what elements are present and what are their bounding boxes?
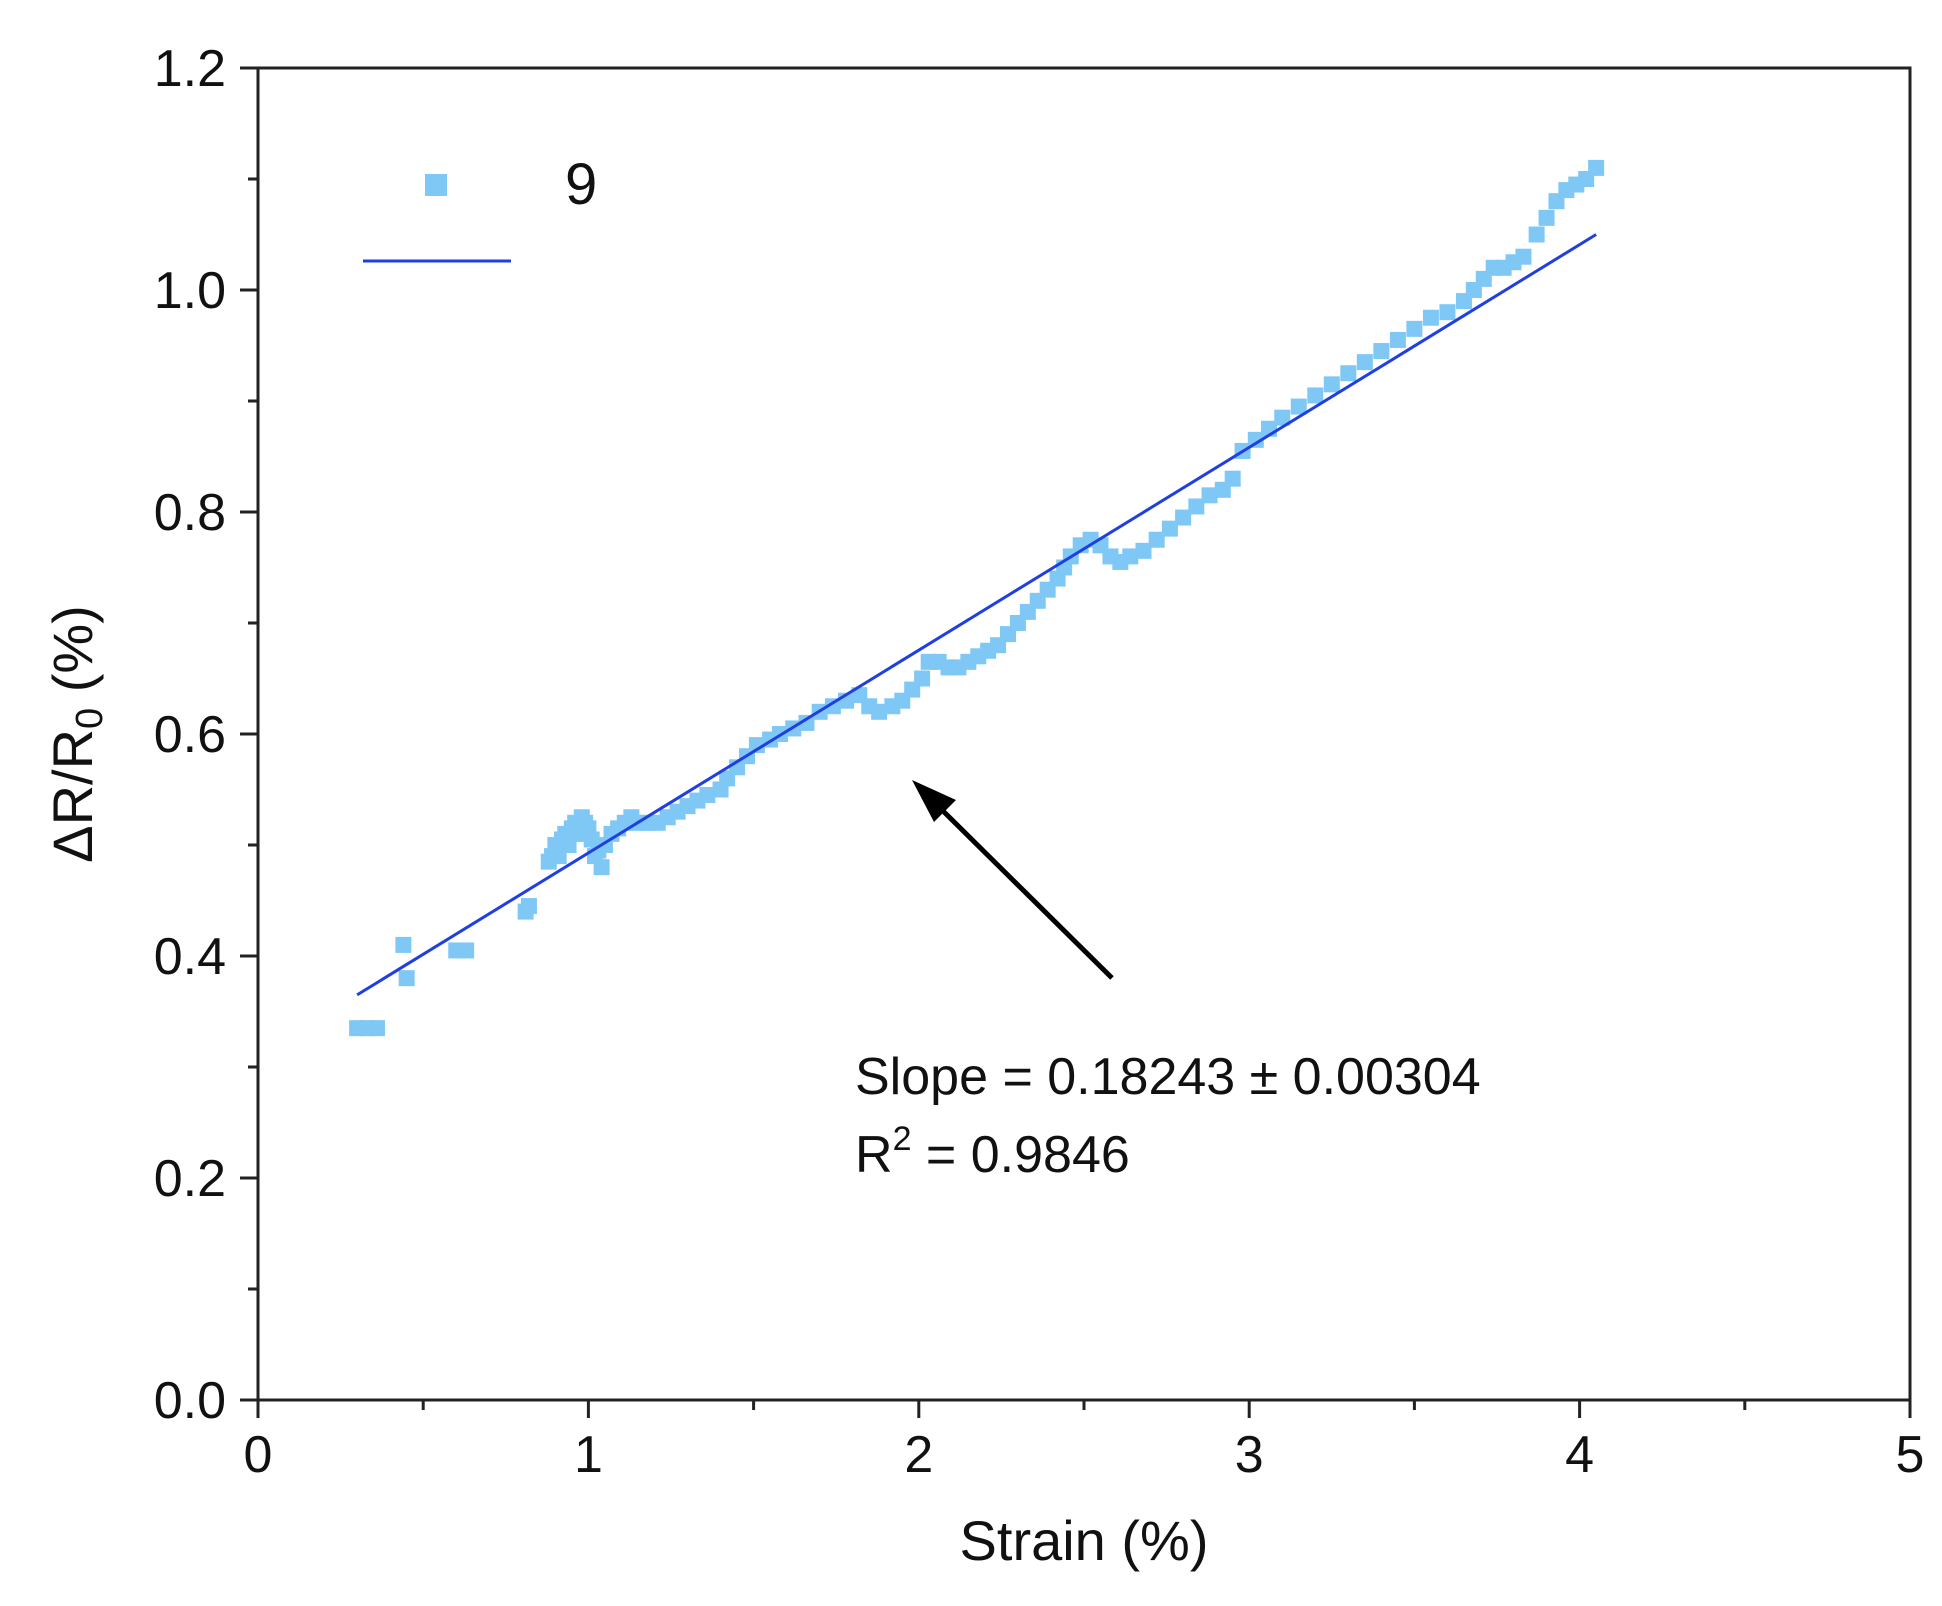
r-squared-main: R: [855, 1126, 893, 1184]
y-tick-label: 0.0: [154, 1372, 226, 1430]
data-point: [1528, 226, 1545, 243]
data-point: [1161, 520, 1178, 537]
data-point: [798, 714, 815, 731]
data-point: [368, 1020, 385, 1037]
x-tick-label: 5: [1896, 1426, 1925, 1484]
data-point: [1188, 498, 1205, 515]
x-tick-label: 1: [574, 1426, 603, 1484]
data-point: [1323, 376, 1340, 393]
data-point: [1224, 470, 1241, 487]
data-point: [1175, 509, 1192, 526]
data-point: [699, 787, 716, 804]
data-point: [1538, 209, 1555, 226]
scatter-points: [349, 159, 1605, 1037]
data-point: [458, 942, 475, 959]
data-point: [914, 670, 931, 687]
data-point: [1588, 159, 1605, 176]
y-tick-label: 0.8: [154, 484, 226, 542]
x-tick-label: 3: [1235, 1426, 1264, 1484]
data-point: [1439, 304, 1456, 321]
x-axis-title: Strain (%): [960, 1509, 1209, 1572]
x-tick-label: 2: [904, 1426, 933, 1484]
y-axis-title-main: ΔR/R: [41, 729, 104, 863]
axis-ticks: 0 1 2 3 4 5 0.0 0.2 0.4 0.6 0.8 1.0 1.2: [154, 40, 1925, 1484]
r-squared-superscript: 2: [893, 1120, 912, 1158]
fit-line-group: [356, 233, 1597, 997]
legend-label: 9: [565, 152, 597, 217]
annotation-arrow: [912, 780, 1114, 980]
data-point: [1290, 398, 1307, 415]
data-point: [1247, 431, 1264, 448]
data-point: [748, 737, 765, 754]
data-point: [1122, 548, 1139, 565]
annotation-slope: Slope = 0.18243 ± 0.00304: [855, 1048, 1481, 1106]
data-point: [1373, 343, 1390, 360]
data-point: [1148, 531, 1165, 548]
data-point: [871, 703, 888, 720]
arrow-shaft: [936, 804, 1114, 980]
y-tick-label: 1.2: [154, 40, 226, 98]
y-tick-label: 1.0: [154, 262, 226, 320]
data-point: [1135, 542, 1152, 559]
y-tick-label: 0.4: [154, 928, 226, 986]
legend: 9: [363, 152, 597, 263]
legend-marker: [425, 174, 447, 196]
y-axis-title-unit: (%): [41, 605, 104, 708]
data-point: [398, 970, 415, 987]
data-point: [593, 859, 610, 876]
y-tick-label: 0.6: [154, 706, 226, 764]
r-squared-value: = 0.9846: [911, 1126, 1129, 1184]
y-axis-title-subscript: 0: [69, 708, 111, 729]
data-point: [1274, 409, 1291, 426]
data-point: [520, 898, 537, 915]
data-point: [1389, 331, 1406, 348]
data-point: [1307, 387, 1324, 404]
fit-line: [356, 233, 1597, 997]
data-point: [1340, 365, 1357, 382]
y-axis-title: ΔR/R0 (%): [41, 605, 111, 863]
x-tick-label: 4: [1565, 1426, 1594, 1484]
data-point: [395, 936, 412, 953]
data-point: [824, 698, 841, 715]
data-point: [1422, 309, 1439, 326]
x-tick-label: 0: [244, 1426, 273, 1484]
plot-frame: [256, 66, 1912, 1402]
data-point: [1406, 320, 1423, 337]
plot-axes: [256, 66, 1912, 1402]
y-tick-label: 0.2: [154, 1150, 226, 1208]
data-point: [1201, 487, 1218, 504]
data-point: [1515, 248, 1532, 265]
arrow-head: [912, 780, 956, 822]
annotation-r-squared: R2 = 0.9846: [855, 1120, 1130, 1184]
data-point: [1356, 354, 1373, 371]
